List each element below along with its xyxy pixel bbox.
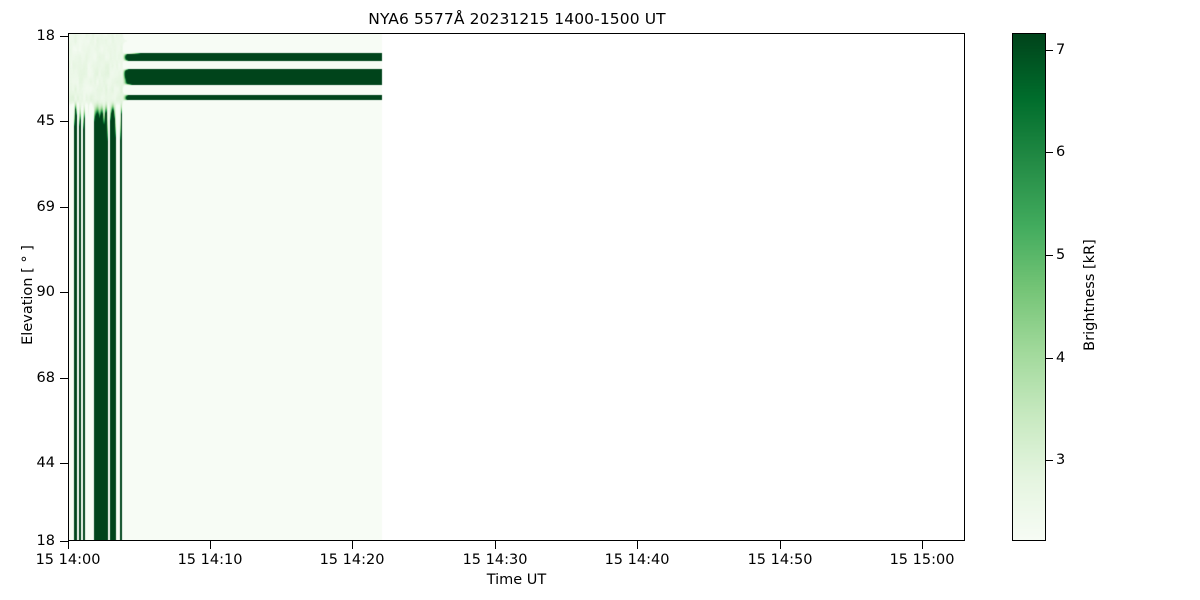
y-tick-mark [60,207,68,209]
y-tick-label: 44 [36,455,55,471]
colorbar-tick-label: 3 [1056,452,1066,468]
colorbar-tick-mark [1046,255,1053,257]
colorbar-axis-label: Brightness [kR] [1082,239,1098,351]
colorbar [1012,33,1046,541]
y-tick-label: 69 [36,199,55,215]
y-tick-mark [60,541,68,543]
x-tick-label: 15 15:00 [889,552,955,568]
x-tick-mark [922,541,924,549]
x-tick-label: 15 14:10 [177,552,243,568]
colorbar-tick-label: 4 [1056,350,1066,366]
y-axis-label: Elevation [ ° ] [20,245,36,345]
colorbar-tick-label: 5 [1056,247,1066,263]
x-axis-label: Time UT [486,572,547,588]
x-tick-mark [68,541,70,549]
keogram-image [69,34,964,540]
colorbar-tick-mark [1046,460,1053,462]
y-tick-mark [60,378,68,380]
x-tick-label: 15 14:40 [604,552,670,568]
colorbar-tick-mark [1046,358,1053,360]
y-tick-label: 18 [36,533,55,549]
colorbar-gradient [1013,34,1045,540]
x-tick-mark [210,541,212,549]
x-tick-mark [780,541,782,549]
x-tick-label: 15 14:50 [747,552,813,568]
y-tick-mark [60,463,68,465]
y-tick-label: 68 [36,370,55,386]
y-tick-label: 18 [36,28,55,44]
colorbar-tick-label: 6 [1056,144,1066,160]
x-tick-mark [637,541,639,549]
y-tick-label: 45 [36,113,55,129]
colorbar-tick-mark [1046,152,1053,154]
y-tick-mark [60,36,68,38]
x-tick-label: 15 14:00 [35,552,101,568]
colorbar-tick-mark [1046,50,1053,52]
x-tick-mark [495,541,497,549]
x-tick-mark [352,541,354,549]
x-tick-label: 15 14:20 [319,552,385,568]
y-tick-mark [60,292,68,294]
y-tick-label: 90 [36,284,55,300]
y-tick-mark [60,121,68,123]
keogram-plot-area [68,33,965,541]
x-tick-label: 15 14:30 [462,552,528,568]
page-title: NYA6 5577Å 20231215 1400-1500 UT [368,10,666,28]
colorbar-tick-label: 7 [1056,42,1066,58]
